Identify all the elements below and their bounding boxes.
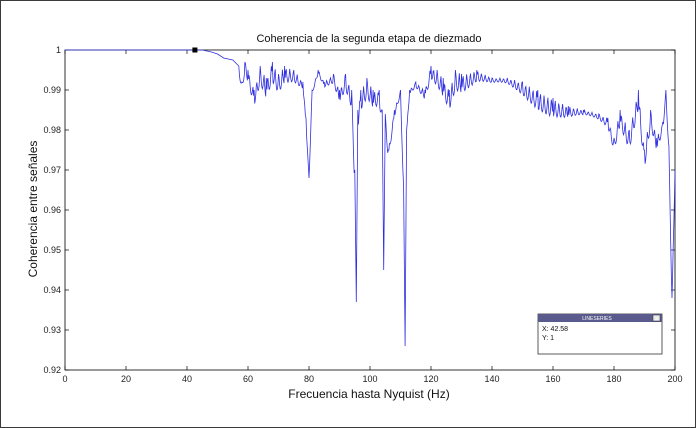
y-tick-label: 0.98 [43,125,61,135]
x-tick-label: 40 [182,374,192,384]
series-line [65,49,676,347]
datatip-marker[interactable] [192,47,198,53]
y-tick-label: 0.95 [43,245,61,255]
y-tick-label: 0.97 [43,165,61,175]
datatip-close-button[interactable] [652,314,661,322]
y-ticks: 0.92 0.93 0.94 0.95 0.96 0.97 0.98 0.99 1 [43,45,675,375]
x-tick-label: 60 [243,374,253,384]
datatip-header-bar [538,314,662,322]
y-tick-label: 1 [56,45,61,55]
x-tick-label: 0 [62,374,67,384]
x-tick-label: 200 [667,374,682,384]
y-tick-label: 0.96 [43,205,61,215]
x-tick-label: 180 [606,374,621,384]
y-tick-label: 0.99 [43,85,61,95]
y-tick-label: 0.94 [43,285,61,295]
x-tick-label: 120 [423,374,438,384]
y-tick-label: 0.92 [43,365,61,375]
datatip-x-text: X: 42.58 [542,326,568,333]
y-axis-label: Coherencia entre señales [26,141,40,278]
x-tick-label: 100 [362,374,377,384]
datatip-header: LINESERIES [582,316,612,322]
x-ticks: 0 20 40 60 80 100 120 140 160 180 200 [62,50,683,384]
y-tick-label: 0.93 [43,325,61,335]
x-tick-label: 80 [304,374,314,384]
datatip-y-text: Y: 1 [542,335,554,342]
x-tick-label: 140 [484,374,499,384]
x-axis-label: Frecuencia hasta Nyquist (Hz) [288,387,449,401]
close-icon: x [655,316,658,322]
datatip-box[interactable]: LINESERIES x X: 42.58 Y: 1 [537,313,663,355]
chart-title: Coherencia de la segunda etapa de diezma… [256,33,481,45]
series-layer [65,49,676,347]
x-tick-label: 160 [545,374,560,384]
x-tick-label: 20 [121,374,131,384]
